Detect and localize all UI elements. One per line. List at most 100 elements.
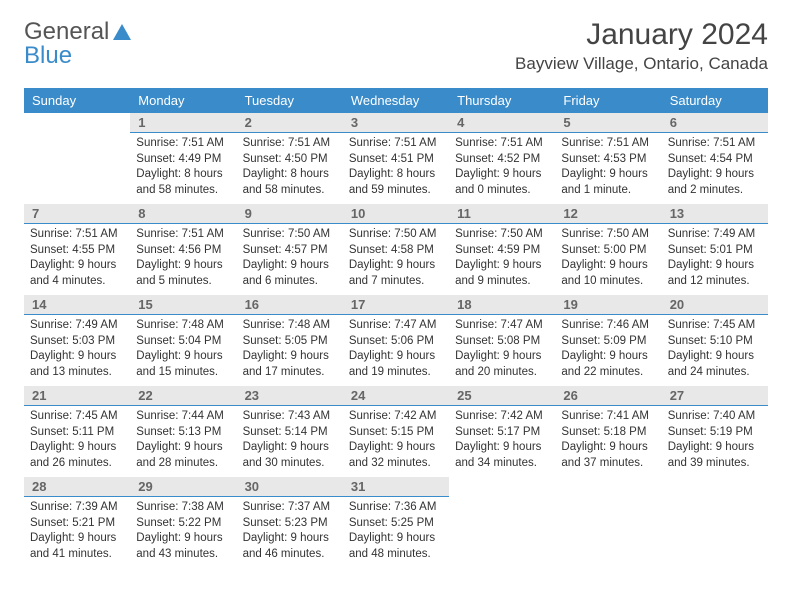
calendar-cell: 10Sunrise: 7:50 AMSunset: 4:58 PMDayligh… — [343, 204, 449, 295]
day-details: Sunrise: 7:38 AMSunset: 5:22 PMDaylight:… — [130, 497, 236, 568]
weekday-header: Thursday — [449, 88, 555, 113]
weekday-header: Saturday — [662, 88, 768, 113]
calendar-cell: 21Sunrise: 7:45 AMSunset: 5:11 PMDayligh… — [24, 386, 130, 477]
calendar-cell: 11Sunrise: 7:50 AMSunset: 4:59 PMDayligh… — [449, 204, 555, 295]
day-details: Sunrise: 7:50 AMSunset: 4:57 PMDaylight:… — [237, 224, 343, 295]
day-details: Sunrise: 7:47 AMSunset: 5:08 PMDaylight:… — [449, 315, 555, 386]
day-details: Sunrise: 7:42 AMSunset: 5:17 PMDaylight:… — [449, 406, 555, 477]
calendar-cell: 29Sunrise: 7:38 AMSunset: 5:22 PMDayligh… — [130, 477, 236, 568]
day-number: 30 — [237, 477, 343, 497]
calendar-row: 1Sunrise: 7:51 AMSunset: 4:49 PMDaylight… — [24, 113, 768, 204]
calendar-cell: 27Sunrise: 7:40 AMSunset: 5:19 PMDayligh… — [662, 386, 768, 477]
calendar-cell: 19Sunrise: 7:46 AMSunset: 5:09 PMDayligh… — [555, 295, 661, 386]
calendar-cell: 22Sunrise: 7:44 AMSunset: 5:13 PMDayligh… — [130, 386, 236, 477]
calendar-cell: 18Sunrise: 7:47 AMSunset: 5:08 PMDayligh… — [449, 295, 555, 386]
calendar-cell: 1Sunrise: 7:51 AMSunset: 4:49 PMDaylight… — [130, 113, 236, 204]
calendar-row: 7Sunrise: 7:51 AMSunset: 4:55 PMDaylight… — [24, 204, 768, 295]
weekday-header: Friday — [555, 88, 661, 113]
day-details: Sunrise: 7:48 AMSunset: 5:04 PMDaylight:… — [130, 315, 236, 386]
day-details: Sunrise: 7:50 AMSunset: 5:00 PMDaylight:… — [555, 224, 661, 295]
day-number: 31 — [343, 477, 449, 497]
day-number: 4 — [449, 113, 555, 133]
calendar-cell: 7Sunrise: 7:51 AMSunset: 4:55 PMDaylight… — [24, 204, 130, 295]
day-number: 26 — [555, 386, 661, 406]
day-number: 19 — [555, 295, 661, 315]
calendar-cell: 6Sunrise: 7:51 AMSunset: 4:54 PMDaylight… — [662, 113, 768, 204]
calendar-cell: 28Sunrise: 7:39 AMSunset: 5:21 PMDayligh… — [24, 477, 130, 568]
calendar-cell: 15Sunrise: 7:48 AMSunset: 5:04 PMDayligh… — [130, 295, 236, 386]
day-details: Sunrise: 7:37 AMSunset: 5:23 PMDaylight:… — [237, 497, 343, 568]
day-number: 9 — [237, 204, 343, 224]
calendar-cell: 12Sunrise: 7:50 AMSunset: 5:00 PMDayligh… — [555, 204, 661, 295]
day-number: 3 — [343, 113, 449, 133]
day-number: 1 — [130, 113, 236, 133]
day-number: 27 — [662, 386, 768, 406]
calendar-cell: 25Sunrise: 7:42 AMSunset: 5:17 PMDayligh… — [449, 386, 555, 477]
page-header: General January 2024 Bayview Village, On… — [24, 18, 768, 74]
calendar-table: SundayMondayTuesdayWednesdayThursdayFrid… — [24, 88, 768, 568]
day-number: 13 — [662, 204, 768, 224]
day-number: 5 — [555, 113, 661, 133]
day-number: 14 — [24, 295, 130, 315]
day-details: Sunrise: 7:43 AMSunset: 5:14 PMDaylight:… — [237, 406, 343, 477]
day-number: 11 — [449, 204, 555, 224]
day-number: 21 — [24, 386, 130, 406]
day-details: Sunrise: 7:44 AMSunset: 5:13 PMDaylight:… — [130, 406, 236, 477]
calendar-cell: 31Sunrise: 7:36 AMSunset: 5:25 PMDayligh… — [343, 477, 449, 568]
title-block: January 2024 Bayview Village, Ontario, C… — [515, 18, 768, 74]
calendar-cell: 2Sunrise: 7:51 AMSunset: 4:50 PMDaylight… — [237, 113, 343, 204]
calendar-row: 28Sunrise: 7:39 AMSunset: 5:21 PMDayligh… — [24, 477, 768, 568]
calendar-cell: 13Sunrise: 7:49 AMSunset: 5:01 PMDayligh… — [662, 204, 768, 295]
weekday-header: Monday — [130, 88, 236, 113]
calendar-body: 1Sunrise: 7:51 AMSunset: 4:49 PMDaylight… — [24, 113, 768, 568]
calendar-cell: 4Sunrise: 7:51 AMSunset: 4:52 PMDaylight… — [449, 113, 555, 204]
day-details: Sunrise: 7:50 AMSunset: 4:59 PMDaylight:… — [449, 224, 555, 295]
calendar-cell: 16Sunrise: 7:48 AMSunset: 5:05 PMDayligh… — [237, 295, 343, 386]
day-details: Sunrise: 7:42 AMSunset: 5:15 PMDaylight:… — [343, 406, 449, 477]
calendar-cell — [24, 113, 130, 204]
calendar-cell: 30Sunrise: 7:37 AMSunset: 5:23 PMDayligh… — [237, 477, 343, 568]
day-details: Sunrise: 7:51 AMSunset: 4:53 PMDaylight:… — [555, 133, 661, 204]
day-details: Sunrise: 7:48 AMSunset: 5:05 PMDaylight:… — [237, 315, 343, 386]
day-details: Sunrise: 7:45 AMSunset: 5:10 PMDaylight:… — [662, 315, 768, 386]
calendar-cell — [555, 477, 661, 568]
day-details: Sunrise: 7:51 AMSunset: 4:51 PMDaylight:… — [343, 133, 449, 204]
day-details: Sunrise: 7:39 AMSunset: 5:21 PMDaylight:… — [24, 497, 130, 568]
day-details: Sunrise: 7:46 AMSunset: 5:09 PMDaylight:… — [555, 315, 661, 386]
day-number: 17 — [343, 295, 449, 315]
day-details: Sunrise: 7:41 AMSunset: 5:18 PMDaylight:… — [555, 406, 661, 477]
day-details: Sunrise: 7:51 AMSunset: 4:55 PMDaylight:… — [24, 224, 130, 295]
day-number: 22 — [130, 386, 236, 406]
calendar-cell: 9Sunrise: 7:50 AMSunset: 4:57 PMDaylight… — [237, 204, 343, 295]
calendar-cell: 8Sunrise: 7:51 AMSunset: 4:56 PMDaylight… — [130, 204, 236, 295]
calendar-cell: 23Sunrise: 7:43 AMSunset: 5:14 PMDayligh… — [237, 386, 343, 477]
calendar-cell: 3Sunrise: 7:51 AMSunset: 4:51 PMDaylight… — [343, 113, 449, 204]
day-details: Sunrise: 7:51 AMSunset: 4:50 PMDaylight:… — [237, 133, 343, 204]
calendar-cell: 17Sunrise: 7:47 AMSunset: 5:06 PMDayligh… — [343, 295, 449, 386]
day-details: Sunrise: 7:47 AMSunset: 5:06 PMDaylight:… — [343, 315, 449, 386]
location-text: Bayview Village, Ontario, Canada — [515, 54, 768, 74]
day-details: Sunrise: 7:49 AMSunset: 5:03 PMDaylight:… — [24, 315, 130, 386]
day-number: 10 — [343, 204, 449, 224]
weekday-header: Sunday — [24, 88, 130, 113]
sail-icon — [111, 22, 133, 42]
day-number: 7 — [24, 204, 130, 224]
calendar-cell: 24Sunrise: 7:42 AMSunset: 5:15 PMDayligh… — [343, 386, 449, 477]
day-details: Sunrise: 7:51 AMSunset: 4:49 PMDaylight:… — [130, 133, 236, 204]
day-details: Sunrise: 7:51 AMSunset: 4:54 PMDaylight:… — [662, 133, 768, 204]
brand-part2: Blue — [24, 42, 72, 69]
day-number: 8 — [130, 204, 236, 224]
day-details: Sunrise: 7:45 AMSunset: 5:11 PMDaylight:… — [24, 406, 130, 477]
calendar-cell — [449, 477, 555, 568]
day-details: Sunrise: 7:49 AMSunset: 5:01 PMDaylight:… — [662, 224, 768, 295]
day-number: 15 — [130, 295, 236, 315]
day-number: 20 — [662, 295, 768, 315]
calendar-cell: 5Sunrise: 7:51 AMSunset: 4:53 PMDaylight… — [555, 113, 661, 204]
calendar-row: 21Sunrise: 7:45 AMSunset: 5:11 PMDayligh… — [24, 386, 768, 477]
day-details: Sunrise: 7:40 AMSunset: 5:19 PMDaylight:… — [662, 406, 768, 477]
day-number: 12 — [555, 204, 661, 224]
day-number: 6 — [662, 113, 768, 133]
calendar-cell: 14Sunrise: 7:49 AMSunset: 5:03 PMDayligh… — [24, 295, 130, 386]
weekday-header: Tuesday — [237, 88, 343, 113]
day-number: 2 — [237, 113, 343, 133]
